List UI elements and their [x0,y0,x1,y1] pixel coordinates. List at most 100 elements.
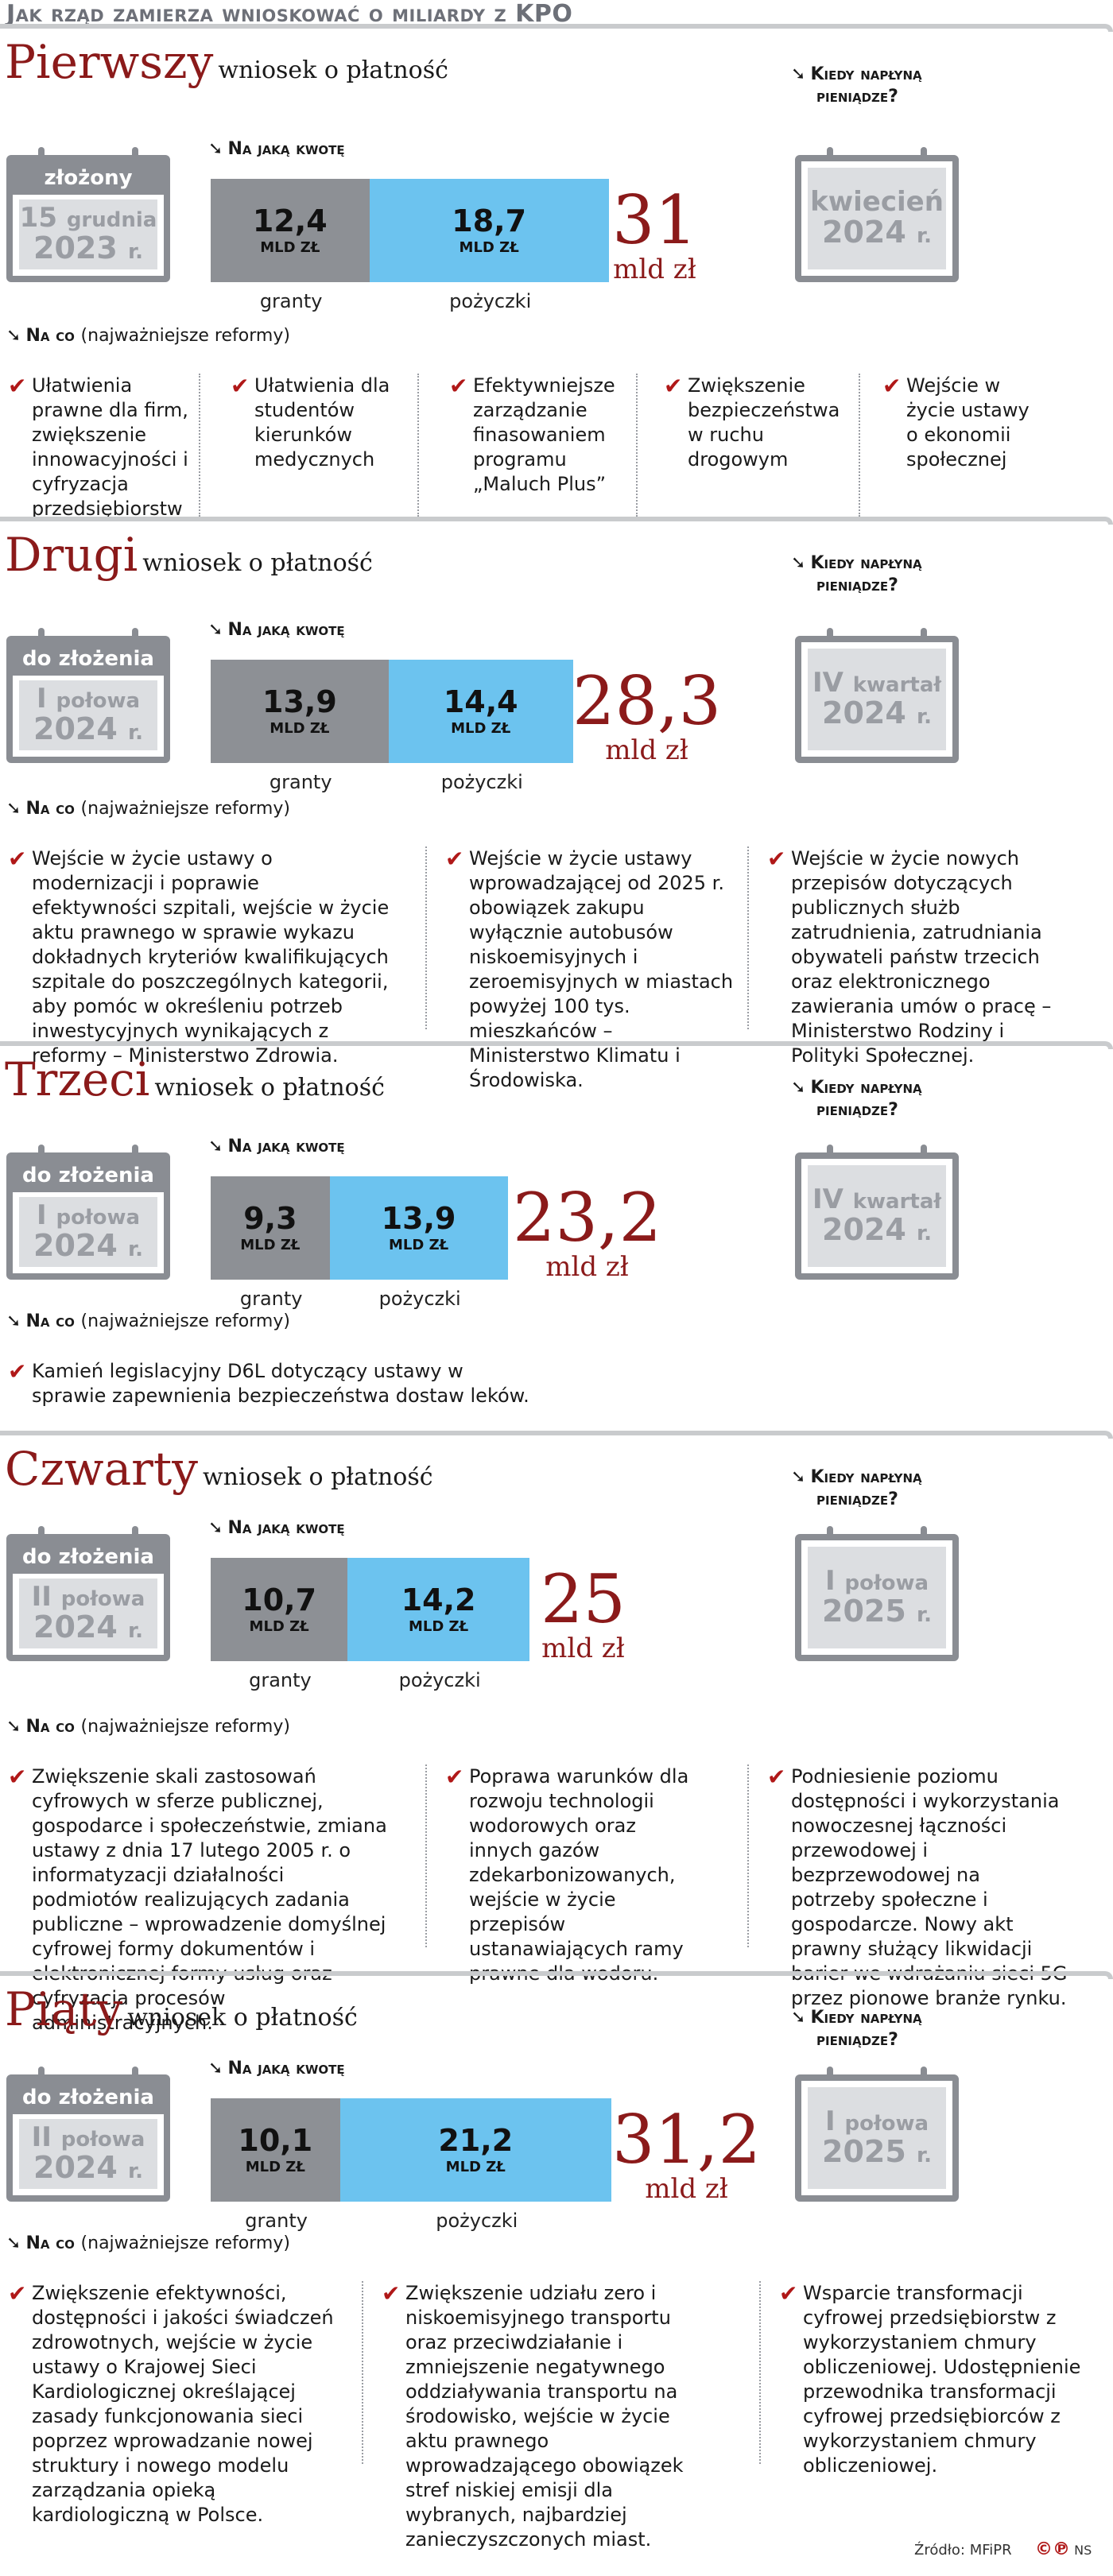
calendar-body: do złożenia I połowa 2024 r. [6,636,170,763]
reform-item: ✔ Podniesienie poziomu dostępności i wyko… [767,1764,1069,2011]
section-title: Piąty wniosek o płatność [5,1982,358,2036]
section-2: Drugi wniosek o płatność ➘ Kiedy napłyną pie… [0,517,1113,1091]
section-subtitle: wniosek o płatność [202,1463,433,1491]
arrow-down-right-icon: ➘ [208,1518,223,1538]
bar-grants: 10,7 MLD ZŁ [211,1558,348,1661]
reform-text: Poprawa warunków dla rozwoju technologii… [469,1765,689,1985]
calendar-band [13,161,164,195]
bar-grants: 12,4 MLD ZŁ [211,179,370,282]
reforms-heading: ➘ Na co (najważniejsze reformy) [6,1717,290,1737]
reform-item: ✔ Wsparcie transformacji cyfrowej przedsi… [779,2281,1081,2478]
arrow-down-right-icon: ➘ [791,2008,806,2028]
checkmark-icon: ✔ [779,2280,798,2307]
when-heading: ➘ Kiedy napłyną pieniądze? [791,1466,922,1511]
total-amount: 31,2 mld zł [612,2106,761,2205]
section-title: Czwarty wniosek o płatność [5,1442,433,1496]
bar-loans-value: 13,9 [381,1200,456,1236]
bar-grants-unit: MLD ZŁ [245,2158,305,2175]
bar-loans-unit: MLD ZŁ [408,1617,469,1635]
grants-label: granty [239,1288,303,1310]
checkmark-icon: ✔ [882,373,902,399]
section-name: Drugi [5,528,138,582]
amount-heading: ➘ Na jaką kwotę [208,1137,345,1156]
total-unit: mld zł [541,1633,625,1664]
total-value: 28,3 [572,662,722,740]
calendar-body: do złożenia II połowa 2024 r. [6,2074,170,2202]
checkmark-icon: ✔ [8,373,27,399]
total-value: 31,2 [612,2101,762,2179]
arrow-down-right-icon: ➘ [791,1467,806,1487]
arrow-down-right-icon: ➘ [208,620,223,640]
payout-calendar-icon: I połowa 2025 r. [795,1526,959,1661]
reform-text: Ułatwienia prawne dla firm, zwiększenie … [32,374,188,520]
loans-label: pożyczki [440,771,523,793]
bar-grants-unit: MLD ZŁ [260,238,320,256]
column-divider [747,846,749,1029]
checkmark-icon: ✔ [767,1764,786,1790]
reforms-heading: ➘ Na co (najważniejsze reformy) [6,2233,290,2253]
submission-calendar-icon: do złożenia II połowa 2024 r. [6,2067,170,2202]
bar-grants-unit: MLD ZŁ [270,719,330,737]
stacked-bar: 9,3 MLD ZŁ 13,9 MLD ZŁ [211,1176,508,1280]
payout-date-line1: I połowa [824,1565,929,1598]
arrow-down-right-icon: ➘ [208,139,223,159]
section-name: Pierwszy [5,35,214,89]
payout-date-line2: 2025 r. [822,1593,932,1629]
when-label: Kiedy napłyną [810,2008,922,2028]
when-heading: ➘ Kiedy napłyną pieniądze? [791,552,922,597]
column-divider [417,374,419,517]
loans-label: pożyczki [449,290,532,312]
reform-text: Wejście w życie nowych przepisów dotyczą… [791,847,1052,1067]
payout-date-line1: kwiecień [810,186,944,219]
reform-text: Kamień legislacyjny D6L dotyczący ustawy… [32,1360,529,1407]
submission-status: do złożenia [22,2086,154,2109]
checkmark-icon: ✔ [382,2280,401,2307]
total-amount: 31 mld zł [612,187,697,285]
arrow-down-right-icon: ➘ [208,1137,223,1156]
reform-item: ✔ Wejście w życie nowych przepisów dotycz… [767,846,1069,1068]
source-note: Źródło: MFiPR [914,2542,1012,2559]
submission-date-line2: 2024 r. [33,1609,143,1644]
section-4: Czwarty wniosek o płatność ➘ Kiedy napłyną p… [0,1431,1113,2034]
calendar-body: IV kwartał 2024 r. [795,1152,959,1280]
bar-grants-value: 10,1 [238,2122,313,2158]
calendar-inner: 15 grudnia 2023 r. [19,199,157,269]
submission-status: do złożenia [22,1545,154,1569]
arrow-down-right-icon: ➘ [791,553,806,573]
reforms-heading: ➘ Na co (najważniejsze reformy) [6,1311,290,1331]
reform-item: ✔ Efektywniejsze zarządzanie finasowaniem… [449,374,624,497]
reform-item: ✔ Zwiększenie efektywności, dostępności i… [8,2281,342,2528]
total-unit: mld zł [545,1251,629,1283]
when-label-2: pieniądze? [816,575,898,595]
reform-text: Zwiększenie udziału zero i niskoemisyjne… [405,2282,684,2551]
amount-heading: ➘ Na jaką kwotę [208,139,345,159]
section-name: Czwarty [5,1442,198,1496]
column-divider [759,2281,761,2464]
section-name: Trzeci [5,1052,150,1106]
submission-date-line2: 2023 r. [33,230,143,265]
submission-date-line1: I połowa [36,1199,141,1232]
payout-date-line2: 2025 r. [822,2133,932,2169]
payout-date-line2: 2024 r. [822,1211,932,1247]
bar-loans-value: 18,7 [452,203,527,238]
when-label-2: pieniądze? [816,2030,898,2050]
calendar-inner: kwiecień 2024 r. [808,168,946,269]
column-divider [859,374,860,517]
calendar-inner: I połowa 2024 r. [19,680,157,750]
reform-text: Wejście w życie ustawy o ekonomii społec… [906,374,1030,471]
bar-grants-value: 13,9 [262,684,337,719]
when-label: Kiedy napłyną [810,1467,922,1487]
reform-text: Zwiększenie bezpieczeństwa w ruchu drogo… [688,374,840,471]
payout-calendar-icon: IV kwartał 2024 r. [795,1145,959,1280]
arrow-down-right-icon: ➘ [791,1078,806,1098]
section-title: Drugi wniosek o płatność [5,528,373,582]
checkmark-icon: ✔ [8,1358,27,1385]
arrow-down-right-icon: ➘ [6,1311,21,1331]
total-value: 31 [612,181,697,259]
grants-label: granty [245,2210,308,2232]
reform-text: Wsparcie transformacji cyfrowej przedsię… [803,2282,1081,2477]
calendar-body: złożony 15 grudnia 2023 r. [6,155,170,282]
loans-label: pożyczki [378,1288,461,1310]
when-heading: ➘ Kiedy napłyną pieniądze? [791,64,922,108]
reform-item: ✔ Zwiększenie bezpieczeństwa w ruchu drog… [664,374,840,472]
